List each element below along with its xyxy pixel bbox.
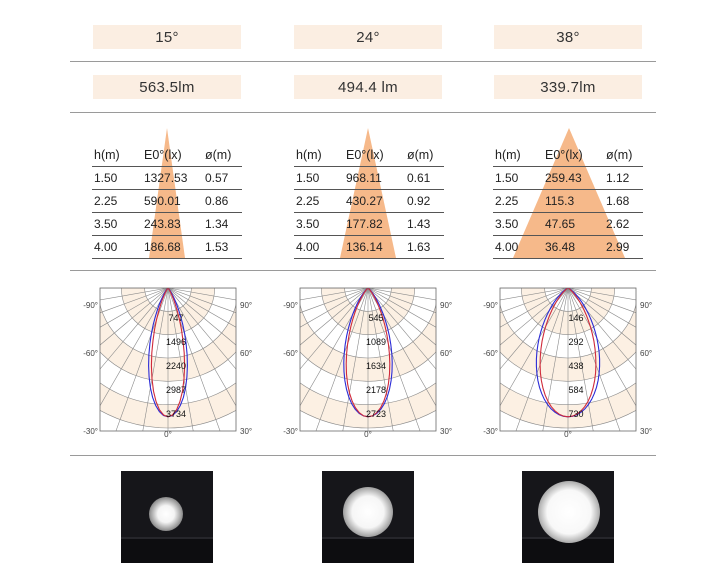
polar-diagram-38: 146 292 438 584 730 -90° 90° -60° 60° -30° 0° 30° bbox=[483, 287, 652, 439]
angle-label: 60° bbox=[240, 349, 252, 358]
beam-photo-38 bbox=[522, 471, 614, 563]
angle-label: -90° bbox=[83, 301, 98, 310]
polar-diagram-24: 545 1089 1634 2178 2723 -90° 90° -60° 60° -30° 0° 3… bbox=[283, 287, 452, 439]
table-header: h(m) E0°(lx) ø(m) bbox=[493, 144, 643, 167]
beam-angle-38: 38° bbox=[494, 25, 642, 49]
beam-photo-24 bbox=[322, 471, 414, 563]
illuminance-table-24: h(m) E0°(lx) ø(m) 1.50 968.11 0.61 2.25 430… bbox=[294, 128, 444, 260]
ring-value-label: 584 bbox=[568, 385, 583, 395]
angle-label: -30° bbox=[283, 427, 298, 436]
table-row: 3.50 47.65 2.62 bbox=[493, 213, 643, 236]
beam-cone-graphic bbox=[513, 128, 625, 258]
table-row: 1.50 259.43 1.12 bbox=[493, 167, 643, 190]
beam-angle-15: 15° bbox=[93, 25, 241, 49]
divider-2 bbox=[70, 112, 656, 113]
ring-value-label: 1634 bbox=[366, 361, 386, 371]
angle-label: 60° bbox=[440, 349, 452, 358]
divider-1 bbox=[70, 61, 656, 62]
beam-photo-15 bbox=[121, 471, 213, 563]
ring-value-label: 2987 bbox=[166, 385, 186, 395]
angle-label: 90° bbox=[240, 301, 252, 310]
angle-label: 30° bbox=[640, 427, 652, 436]
ring-value-label: 747 bbox=[168, 313, 183, 323]
ring-value-label: 545 bbox=[368, 313, 383, 323]
lumen-output-24: 494.4 lm bbox=[294, 75, 442, 99]
lumen-output-38: 339.7lm bbox=[494, 75, 642, 99]
ring-value-label: 438 bbox=[568, 361, 583, 371]
ring-value-label: 1496 bbox=[166, 337, 186, 347]
light-spot bbox=[149, 497, 183, 531]
light-spot bbox=[343, 487, 393, 537]
beam-angle-24: 24° bbox=[294, 25, 442, 49]
beam-cone-graphic bbox=[340, 128, 396, 258]
angle-label: 30° bbox=[240, 427, 252, 436]
table-row: 3.50 243.83 1.34 bbox=[92, 213, 242, 236]
table-row: 4.00 186.68 1.53 bbox=[92, 236, 242, 259]
divider-4 bbox=[70, 455, 656, 456]
angle-label: -90° bbox=[483, 301, 498, 310]
ring-value-label: 730 bbox=[568, 409, 583, 419]
angle-label: 90° bbox=[440, 301, 452, 310]
ring-value-label: 2723 bbox=[366, 409, 386, 419]
angle-label: -30° bbox=[483, 427, 498, 436]
angle-label: 60° bbox=[640, 349, 652, 358]
ring-value-label: 292 bbox=[568, 337, 583, 347]
illuminance-table-38: h(m) E0°(lx) ø(m) 1.50 259.43 1.12 2.25 115… bbox=[493, 128, 643, 260]
ring-value-label: 3734 bbox=[166, 409, 186, 419]
ring-value-label: 146 bbox=[568, 313, 583, 323]
ring-value-label: 1089 bbox=[366, 337, 386, 347]
angle-label: 0° bbox=[164, 430, 172, 439]
angle-label: -60° bbox=[283, 349, 298, 358]
light-spot bbox=[538, 481, 600, 543]
table-row: 2.25 590.01 0.86 bbox=[92, 190, 242, 213]
table-row: 4.00 36.48 2.99 bbox=[493, 236, 643, 259]
angle-label: 30° bbox=[440, 427, 452, 436]
table-header: h(m) E0°(lx) ø(m) bbox=[294, 144, 444, 167]
ring-value-label: 2178 bbox=[366, 385, 386, 395]
angle-label: 0° bbox=[564, 430, 572, 439]
angle-label: 0° bbox=[364, 430, 372, 439]
table-row: 2.25 115.3 1.68 bbox=[493, 190, 643, 213]
table-row: 3.50 177.82 1.43 bbox=[294, 213, 444, 236]
table-row: 2.25 430.27 0.92 bbox=[294, 190, 444, 213]
divider-3 bbox=[70, 270, 656, 271]
table-row: 1.50 1327.53 0.57 bbox=[92, 167, 242, 190]
angle-label: -30° bbox=[83, 427, 98, 436]
beam-cone-graphic bbox=[149, 128, 185, 258]
angle-label: -60° bbox=[483, 349, 498, 358]
angle-label: 90° bbox=[640, 301, 652, 310]
table-row: 4.00 136.14 1.63 bbox=[294, 236, 444, 259]
angle-label: -90° bbox=[283, 301, 298, 310]
table-header: h(m) E0°(lx) ø(m) bbox=[92, 144, 242, 167]
table-row: 1.50 968.11 0.61 bbox=[294, 167, 444, 190]
lumen-output-15: 563.5lm bbox=[93, 75, 241, 99]
illuminance-table-15: h(m) E0°(lx) ø(m) 1.50 1327.53 0.57 2.25 59… bbox=[92, 128, 242, 260]
ring-value-label: 2240 bbox=[166, 361, 186, 371]
angle-label: -60° bbox=[83, 349, 98, 358]
polar-diagram-15: 747 1496 2240 2987 3734 -90° 90° -60° 60° -30° 0° 3… bbox=[83, 287, 252, 439]
